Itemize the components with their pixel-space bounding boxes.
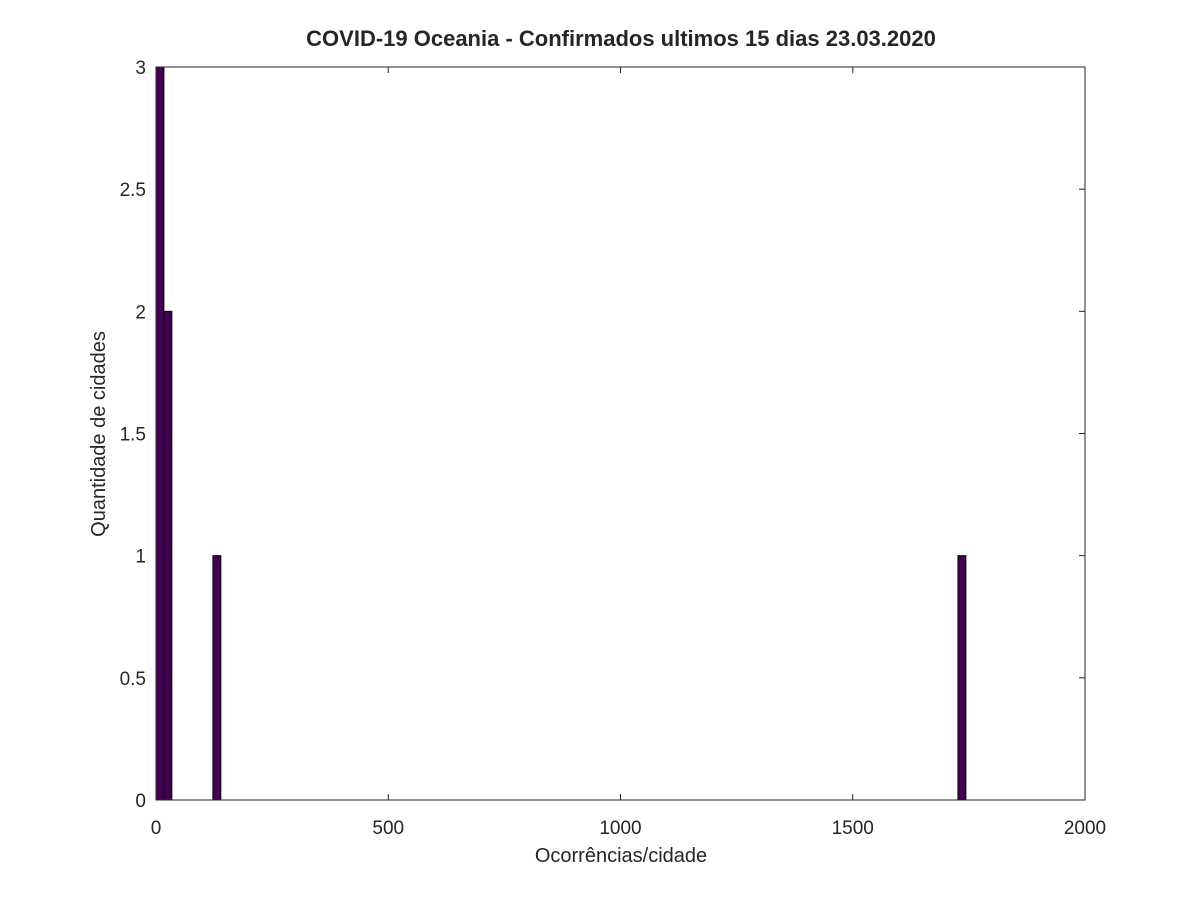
x-axis-label: Ocorrências/cidade — [535, 845, 707, 867]
bars-layer — [155, 66, 967, 801]
y-tick-label-1: 0.5 — [120, 669, 146, 690]
y-tick-label-5: 2.5 — [120, 180, 146, 201]
x-tick-label-0: 0 — [151, 818, 162, 839]
bar-2 — [212, 555, 222, 801]
chart-title: COVID-19 Oceania - Confirmados ultimos 1… — [306, 26, 936, 51]
y-tick-label-0: 0 — [135, 791, 146, 812]
x-tick-label-4: 2000 — [1064, 818, 1106, 839]
y-tick-label-6: 3 — [135, 58, 146, 79]
x-tick-label-2: 1000 — [599, 818, 641, 839]
y-tick-label-4: 2 — [135, 302, 146, 323]
x-tick-label-3: 1500 — [832, 818, 874, 839]
x-tick-label-1: 500 — [372, 818, 404, 839]
ticks-layer: 0 500 1000 1500 2000 0 0.5 1 1.5 2 2.5 3 — [120, 58, 1107, 839]
plot-frame — [155, 66, 1086, 801]
bar-3 — [957, 555, 967, 801]
bar-1 — [163, 310, 173, 801]
y-tick-label-3: 1.5 — [120, 425, 146, 446]
y-axis-label: Quantidade de cidades — [88, 331, 110, 537]
y-tick-label-2: 1 — [135, 547, 146, 568]
